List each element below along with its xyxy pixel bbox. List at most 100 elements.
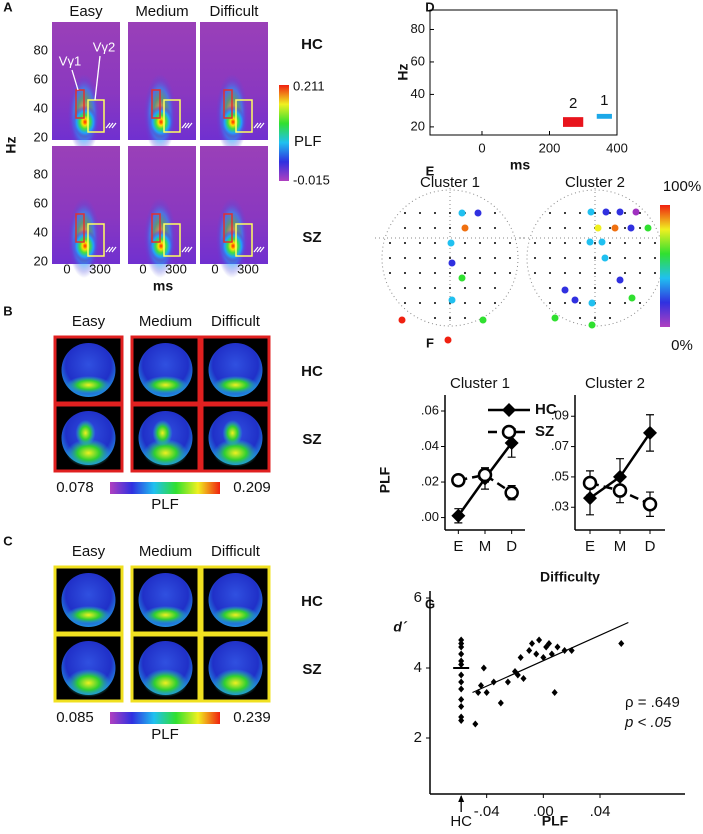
electrode xyxy=(494,272,496,274)
annotation: ρ = .649 xyxy=(625,694,680,711)
electrode xyxy=(549,287,551,289)
electrode-dot xyxy=(561,286,569,294)
electrode xyxy=(609,272,611,274)
electrode xyxy=(434,227,436,229)
electrode-dot xyxy=(594,224,602,232)
electrode-dot xyxy=(474,209,482,217)
electrode xyxy=(509,272,511,274)
electrode xyxy=(639,242,641,244)
electrode xyxy=(624,257,626,259)
point xyxy=(536,636,543,644)
x-axis-label: ms xyxy=(510,157,530,173)
y-tick-label: .03 xyxy=(551,499,569,514)
x-tick-label: 0 xyxy=(478,140,485,155)
hatch xyxy=(259,246,265,253)
electrode xyxy=(479,302,481,304)
arrow-head xyxy=(458,795,465,802)
electrode xyxy=(509,242,511,244)
interval-label: 2 xyxy=(569,95,577,112)
electrode xyxy=(609,212,611,214)
electrode-dot xyxy=(632,208,640,216)
electrode xyxy=(509,257,511,259)
arrow xyxy=(94,55,101,101)
point xyxy=(458,696,465,703)
electrode-dot xyxy=(458,274,466,282)
electrode xyxy=(479,287,481,289)
point xyxy=(472,720,479,728)
colorbar xyxy=(660,205,670,327)
roi-1 xyxy=(223,213,233,243)
hatch xyxy=(105,246,111,253)
point xyxy=(546,640,552,647)
panel-label: F xyxy=(426,335,434,350)
electrode xyxy=(449,257,451,259)
electrode xyxy=(564,242,566,244)
y-tick-label: 40 xyxy=(34,224,48,239)
point xyxy=(483,689,490,696)
colorbar-label: PLF xyxy=(151,726,179,743)
electrode-dot xyxy=(628,294,636,302)
hatch xyxy=(181,122,187,129)
electrode xyxy=(419,302,421,304)
y-tick-label: 20 xyxy=(34,129,48,144)
x-tick-label: E xyxy=(453,538,463,555)
electrode xyxy=(534,272,536,274)
x-tick-label: D xyxy=(506,538,517,555)
y-tick-label: 60 xyxy=(34,71,48,86)
electrode xyxy=(419,257,421,259)
electrode xyxy=(404,242,406,244)
colorbar xyxy=(110,712,220,724)
electrode xyxy=(494,212,496,214)
electrode xyxy=(549,227,551,229)
roi-2 xyxy=(163,99,181,133)
electrode xyxy=(594,212,596,214)
y-tick-label: .07 xyxy=(551,438,569,453)
x-tick-label: 300 xyxy=(237,261,259,276)
electrode-dot xyxy=(448,259,456,267)
colorbar-label: PLF xyxy=(151,496,179,513)
y-tick-label: .02 xyxy=(421,473,439,488)
electrode-dot xyxy=(587,208,595,216)
legend-label: SZ xyxy=(535,423,554,440)
electrode xyxy=(464,272,466,274)
hatch xyxy=(111,122,117,129)
head-spot xyxy=(66,606,111,624)
plot-frame xyxy=(429,9,618,136)
y-axis-label: PLF xyxy=(377,466,393,493)
point xyxy=(618,640,625,647)
electrode xyxy=(579,257,581,259)
hatch xyxy=(187,122,193,129)
electrode xyxy=(624,212,626,214)
column-title: Difficult xyxy=(210,3,260,20)
column-title: Easy xyxy=(69,3,103,20)
x-tick-label: E xyxy=(585,538,595,555)
electrode xyxy=(434,287,436,289)
electrode xyxy=(624,227,626,229)
marker xyxy=(451,473,466,488)
electrode xyxy=(639,212,641,214)
electrode xyxy=(434,302,436,304)
x-axis-label: Difficulty xyxy=(540,569,600,585)
marker xyxy=(613,469,627,484)
electrode xyxy=(494,242,496,244)
marker xyxy=(612,483,628,498)
marker xyxy=(582,475,598,491)
marker xyxy=(451,508,466,523)
electrode xyxy=(579,242,581,244)
x-tick-label: .00 xyxy=(533,803,554,820)
electrode xyxy=(594,317,596,319)
interval xyxy=(562,117,584,127)
point xyxy=(458,685,465,693)
electrode-dot xyxy=(588,299,596,307)
head-spot xyxy=(143,669,188,697)
electrode xyxy=(594,242,596,244)
roi-2 xyxy=(87,99,105,133)
chart-title: Cluster 1 xyxy=(450,375,510,392)
annotation: p < .05 xyxy=(624,714,672,731)
y-tick-label: 40 xyxy=(34,100,48,115)
head-spot xyxy=(143,606,188,624)
point xyxy=(478,682,484,689)
electrode xyxy=(549,242,551,244)
column-title: Easy xyxy=(72,543,106,560)
